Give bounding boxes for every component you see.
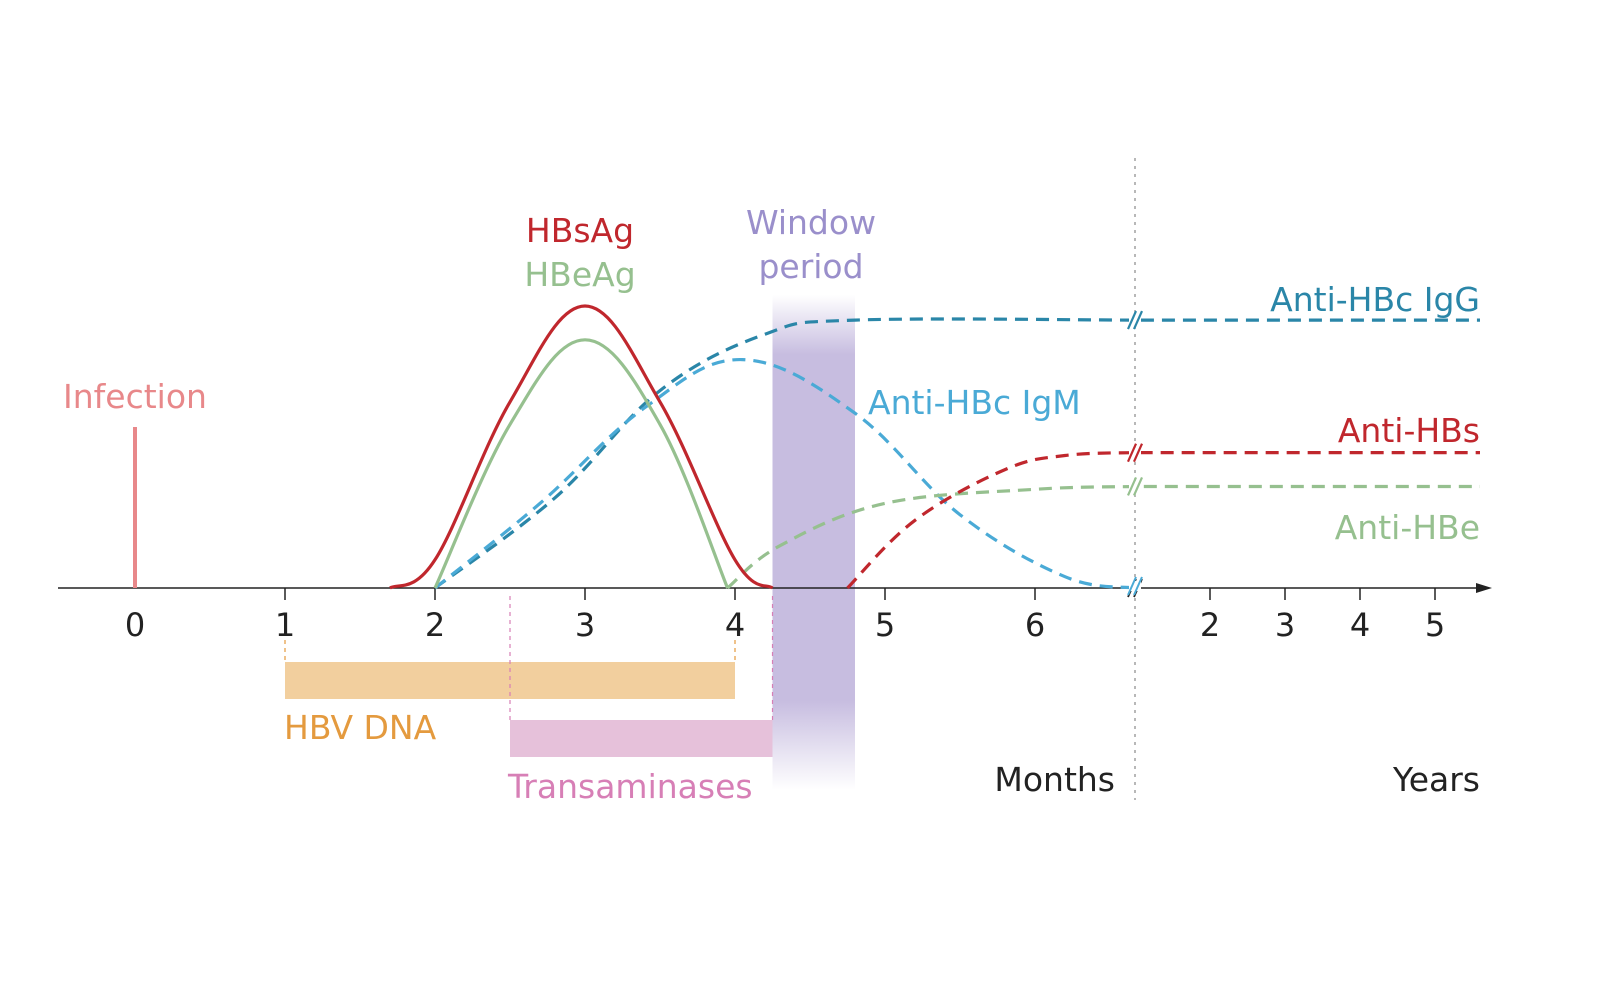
year-tick-label: 3 xyxy=(1275,606,1295,644)
month-tick-label: 5 xyxy=(875,606,895,644)
year-ticks: 2 3 4 5 xyxy=(1200,588,1445,644)
month-tick-label: 3 xyxy=(575,606,595,644)
infection-label: Infection xyxy=(63,377,207,416)
transaminases-label: Transaminases xyxy=(507,767,753,806)
month-tick-label: 2 xyxy=(425,606,445,644)
series-anti-hbs-line xyxy=(846,450,1481,590)
years-axis-label: Years xyxy=(1392,760,1480,799)
months-axis-label: Months xyxy=(994,760,1115,799)
transaminases-band xyxy=(510,720,773,757)
anti-hbc-igg-label: Anti-HBc IgG xyxy=(1270,280,1480,319)
month-tick-label: 1 xyxy=(275,606,295,644)
series-anti-hbc-igm-line xyxy=(433,357,1136,590)
year-tick-label: 2 xyxy=(1200,606,1220,644)
series-anti-hbc-igg-line xyxy=(434,317,1480,590)
hbv-dna-label: HBV DNA xyxy=(284,708,437,747)
year-tick-label: 4 xyxy=(1350,606,1370,644)
anti-hbe-label: Anti-HBe xyxy=(1335,508,1480,547)
month-tick-label: 0 xyxy=(125,606,145,644)
window-period-label-line2: period xyxy=(758,247,863,286)
series-anti-hbe-line xyxy=(726,484,1481,590)
month-tick-label: 4 xyxy=(725,606,745,644)
hbsag-label: HBsAg xyxy=(526,211,634,250)
window-period-label-line1: Window xyxy=(746,203,876,242)
anti-hbc-igm-label: Anti-HBc IgM xyxy=(868,383,1081,422)
x-axis-arrowhead xyxy=(1476,583,1492,593)
anti-hbs-label: Anti-HBs xyxy=(1338,411,1480,450)
series-hbeag-line xyxy=(433,338,729,589)
series-hbsag-line xyxy=(389,304,774,590)
hbeag-label: HBeAg xyxy=(524,255,635,294)
month-tick-label: 6 xyxy=(1025,606,1045,644)
year-tick-label: 5 xyxy=(1425,606,1445,644)
month-ticks: 0 1 2 3 4 5 6 xyxy=(125,588,1045,644)
series-break-marks xyxy=(1126,310,1144,596)
